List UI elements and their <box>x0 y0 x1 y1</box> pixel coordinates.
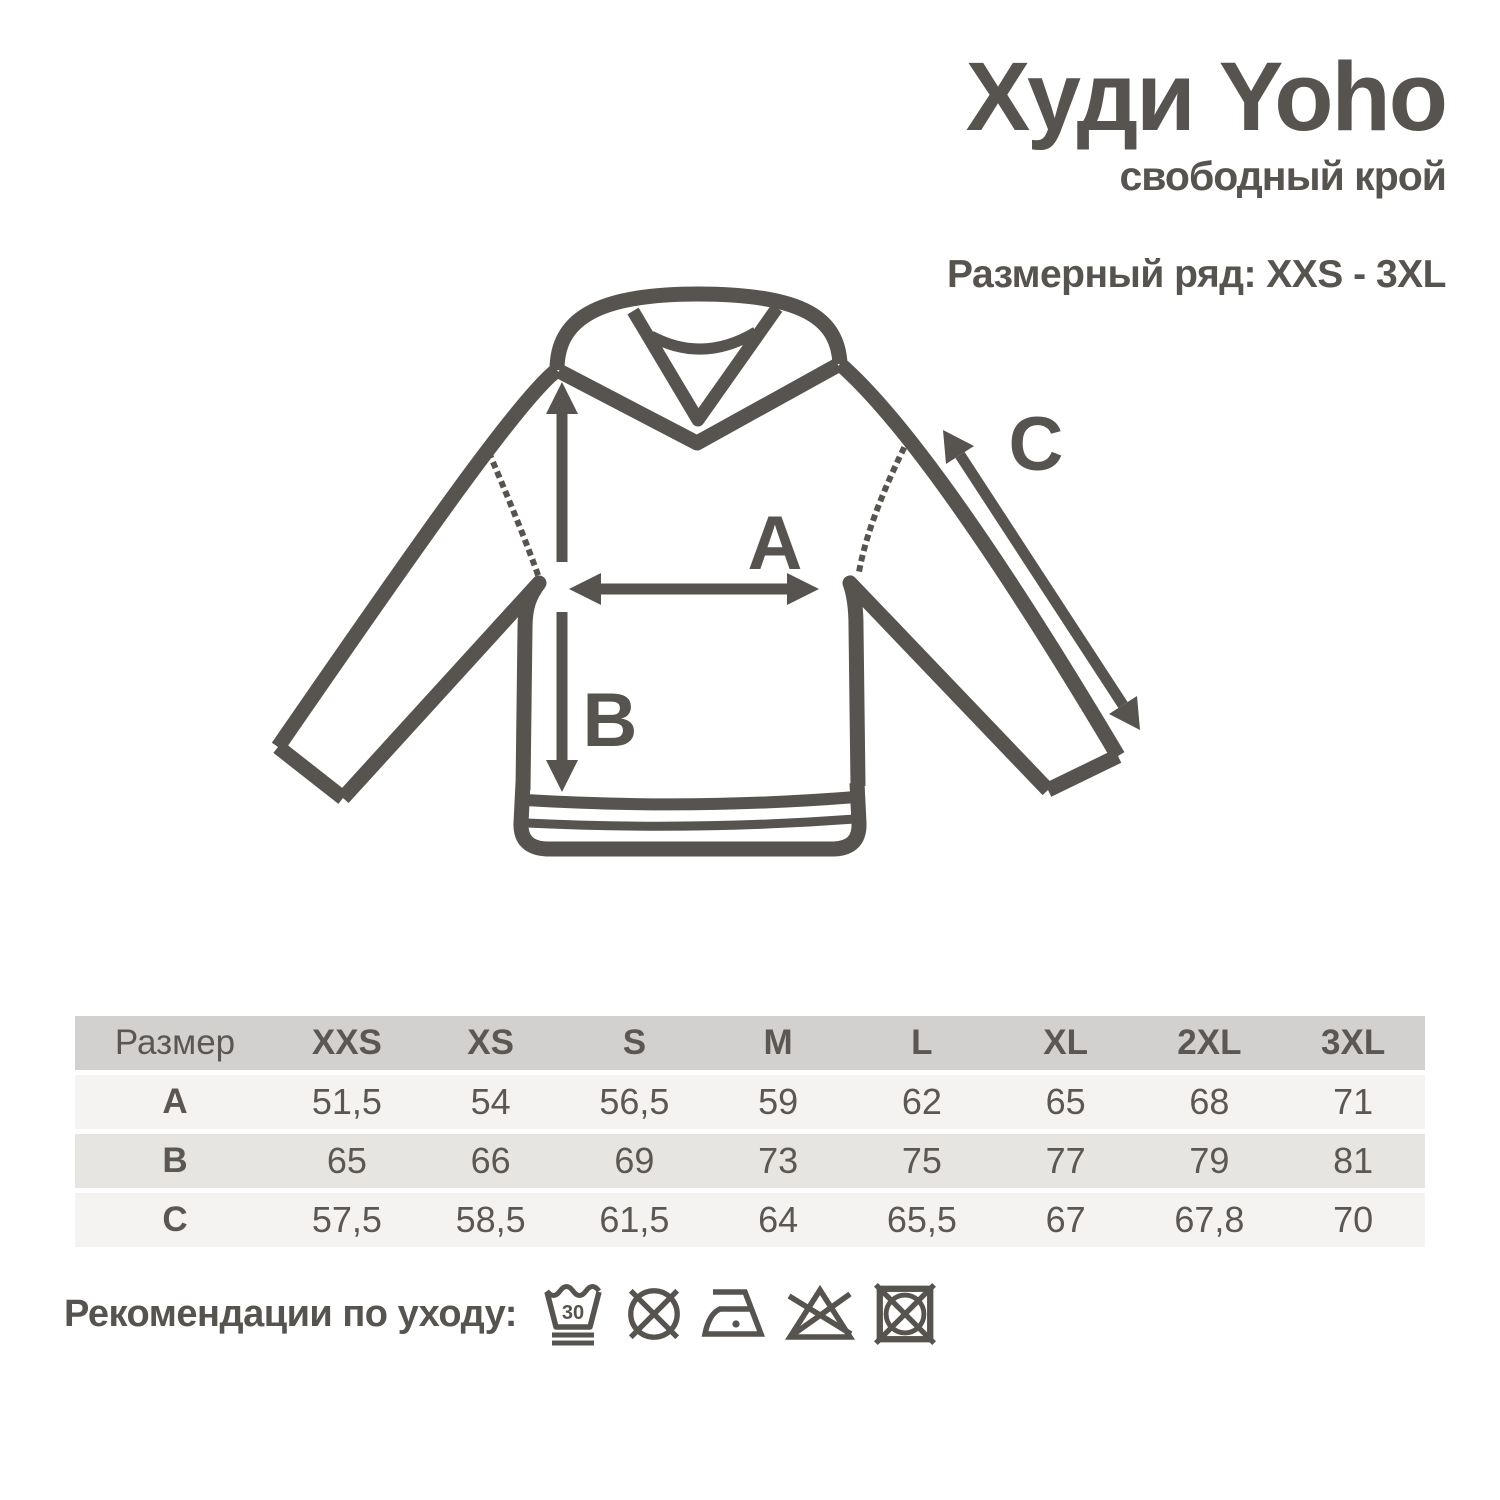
table-value: 69 <box>614 1140 655 1181</box>
right-cuff <box>1044 749 1122 797</box>
left-raglan-seam <box>486 451 542 579</box>
row-label: C <box>162 1200 188 1239</box>
table-value: 68 <box>1189 1081 1230 1122</box>
left-cuff <box>273 741 348 804</box>
column-header: 2XL <box>1177 1023 1242 1062</box>
table-value: 58,5 <box>455 1199 526 1240</box>
do-not-tumble-dry-icon <box>873 1283 936 1345</box>
size-range-label: Размерный ряд: XXS - 3XL <box>947 253 1446 297</box>
label-b: B <box>583 678 638 763</box>
header: Худи Yoho свободный крой Размерный ряд: … <box>947 40 1448 297</box>
column-header: 3XL <box>1321 1023 1386 1062</box>
table-value: 71 <box>1333 1081 1374 1122</box>
hem-outline <box>513 782 867 857</box>
column-header: XL <box>1043 1023 1088 1062</box>
hood-outline <box>549 286 848 371</box>
label-c: C <box>1009 402 1064 487</box>
column-header: XXS <box>311 1023 382 1062</box>
row-label: A <box>162 1082 188 1121</box>
table-value: 61,5 <box>599 1199 670 1240</box>
table-value: 59 <box>758 1081 799 1122</box>
table-value: 73 <box>758 1140 799 1181</box>
column-header: S <box>622 1023 647 1062</box>
table-value: 79 <box>1189 1140 1230 1181</box>
left-sleeve-outer <box>271 364 562 752</box>
table-value: 67 <box>1045 1199 1086 1240</box>
wash-30-delicate-icon: 30 <box>544 1284 602 1346</box>
table-row-a: A 51,5 54 56,5 59 62 65 68 71 <box>75 1075 1425 1129</box>
table-value: 64 <box>758 1199 799 1240</box>
table-value: 65 <box>1045 1081 1086 1122</box>
page-subtitle: свободный крой <box>1119 153 1447 200</box>
table-value: 66 <box>470 1140 511 1181</box>
table-value: 56,5 <box>599 1081 670 1122</box>
chest-width-arrow <box>569 573 819 605</box>
table-value: 70 <box>1333 1199 1374 1240</box>
do-not-dry-clean-icon <box>628 1288 680 1340</box>
hem-line-top <box>524 791 857 811</box>
table-value: 51,5 <box>311 1081 382 1122</box>
hoodie-diagram-icon: A B C <box>271 286 1140 857</box>
table-value: 81 <box>1333 1140 1374 1181</box>
care-icons: 30 <box>543 1282 937 1346</box>
column-header: Размер <box>114 1023 236 1062</box>
right-body-and-sleeve-inner <box>842 575 1054 796</box>
table-value: 65,5 <box>886 1199 957 1240</box>
table-value: 54 <box>470 1081 511 1122</box>
right-sleeve-outer <box>835 358 1125 760</box>
table-row-c: C 57,5 58,5 61,5 64 65,5 67 67,8 70 <box>75 1193 1425 1247</box>
table-value: 67,8 <box>1174 1199 1245 1240</box>
table-value: 62 <box>901 1081 942 1122</box>
right-raglan-seam <box>854 445 908 582</box>
left-sleeve-inner-and-body <box>337 575 547 804</box>
length-arrow <box>546 382 578 792</box>
column-header: L <box>911 1023 933 1062</box>
size-table: Размер XXS XS S M L XL 2XL 3XL A 51,5 54… <box>75 1016 1425 1247</box>
table-value: 77 <box>1045 1140 1086 1181</box>
sleeve-length-arrow <box>943 430 1140 730</box>
size-table-header-row: Размер XXS XS S M L XL 2XL 3XL <box>75 1016 1425 1070</box>
table-value: 75 <box>901 1140 942 1181</box>
care-label: Рекомендации по уходу: <box>64 1292 517 1335</box>
column-header: XS <box>467 1023 514 1062</box>
do-not-bleach-icon <box>784 1284 855 1340</box>
neck-v-outline <box>555 358 842 451</box>
wash-temp-value: 30 <box>562 1302 584 1324</box>
care-recommendations: Рекомендации по уходу: 30 <box>64 1282 937 1346</box>
column-header: M <box>763 1023 793 1062</box>
row-label: B <box>162 1141 188 1180</box>
table-value: 57,5 <box>311 1199 382 1240</box>
label-a: A <box>748 501 803 586</box>
table-value: 65 <box>326 1140 367 1181</box>
hood-inner-triangle <box>627 304 783 427</box>
page-title: Худи Yoho <box>965 42 1448 151</box>
iron-low-temp-icon <box>701 1289 765 1337</box>
table-row-b: B 65 66 69 73 75 77 79 81 <box>75 1134 1425 1188</box>
neck-band-arc <box>648 327 759 355</box>
hem-line-bottom <box>526 814 856 831</box>
